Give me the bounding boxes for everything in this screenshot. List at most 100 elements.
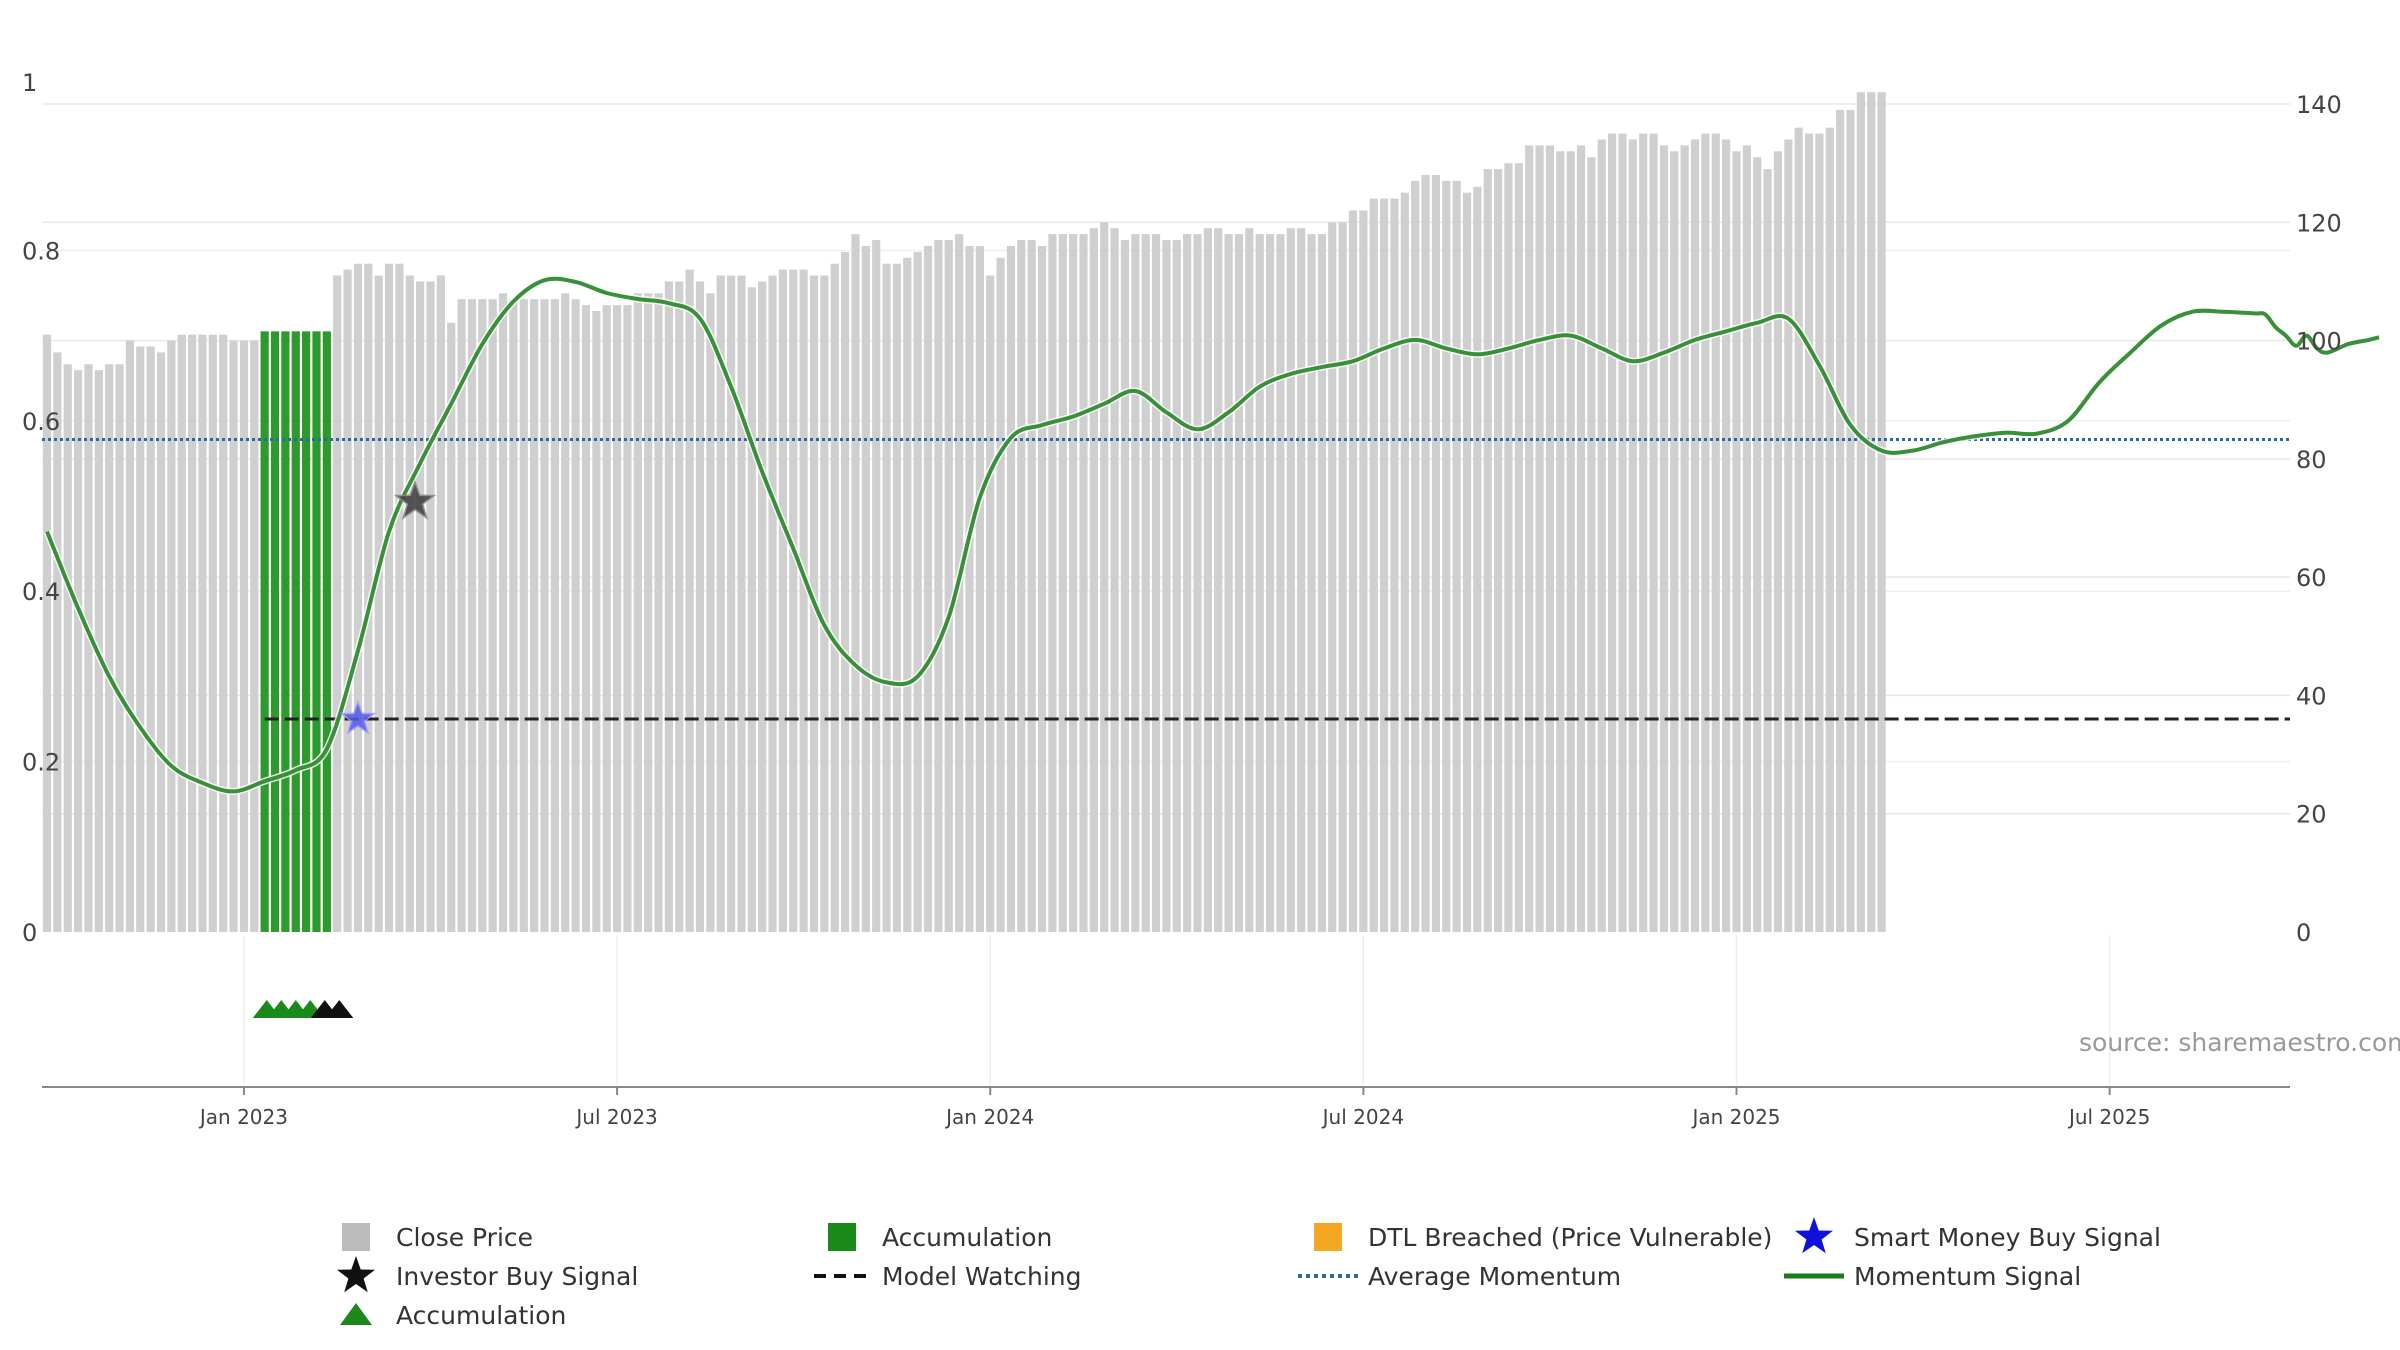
- close-price-bar: [1172, 240, 1181, 932]
- legend-label: Accumulation: [882, 1223, 1052, 1252]
- legend-label: Investor Buy Signal: [396, 1262, 638, 1291]
- close-price-bar: [1639, 133, 1648, 932]
- legend-label: DTL Breached (Price Vulnerable): [1368, 1223, 1772, 1252]
- close-price-bar: [1069, 234, 1078, 933]
- right-axis-tick-label: 100: [2296, 328, 2342, 356]
- legend-label: Average Momentum: [1368, 1262, 1621, 1291]
- close-price-bar: [1773, 151, 1783, 932]
- close-price-bar: [1390, 198, 1399, 932]
- x-axis-tick-label: Jul 2025: [2067, 1105, 2150, 1129]
- close-price-bar: [1431, 174, 1441, 933]
- close-price-bar: [913, 251, 922, 933]
- legend: Close Price Accumulation DTL Breached (Pri…: [337, 1217, 2161, 1330]
- close-price-bar: [1846, 109, 1855, 932]
- close-price-bar: [74, 370, 83, 932]
- accumulation-bar: [270, 331, 280, 933]
- close-price-bar: [1307, 234, 1316, 933]
- close-price-bar: [1338, 222, 1347, 933]
- legend-item: Close Price: [342, 1223, 533, 1252]
- close-price-bar: [136, 346, 145, 932]
- legend-star-icon: [337, 1256, 375, 1293]
- left-axis-tick-label: 0.8: [22, 237, 60, 265]
- close-price-bar: [602, 305, 611, 933]
- signal-lines: [42, 275, 2380, 795]
- close-price-bar: [789, 269, 798, 933]
- legend-item: Investor Buy Signal: [337, 1256, 638, 1293]
- legend-triangle-icon: [340, 1303, 372, 1325]
- close-price-bar: [550, 299, 559, 932]
- close-price-bar: [1359, 210, 1368, 932]
- close-price-bar: [125, 340, 135, 932]
- close-price-bar: [1525, 145, 1534, 932]
- close-price-bar: [768, 275, 777, 932]
- close-price-bar: [975, 245, 984, 932]
- left-axis-tick-label: 0.2: [22, 749, 60, 777]
- close-price-bar: [188, 334, 197, 932]
- close-price-bar: [1141, 234, 1150, 933]
- close-price-bar: [374, 275, 383, 932]
- close-price-bar: [571, 299, 580, 932]
- close-price-bar: [177, 334, 186, 932]
- close-price-bar: [1753, 157, 1762, 933]
- close-price-bar: [1058, 234, 1067, 933]
- legend-item: DTL Breached (Price Vulnerable): [1314, 1223, 1772, 1252]
- x-axis-tick-label: Jul 2023: [574, 1105, 657, 1129]
- close-price-bar: [1566, 151, 1575, 932]
- close-price-bar: [882, 263, 891, 932]
- legend-swatch: [342, 1223, 370, 1251]
- close-price-bar: [457, 299, 466, 932]
- close-price-bar: [1100, 222, 1109, 933]
- x-axis-tick-label: Jul 2024: [1321, 1105, 1404, 1129]
- close-price-bar: [1421, 174, 1430, 933]
- close-price-bar: [726, 275, 736, 932]
- right-axis-tick-label: 80: [2296, 446, 2327, 474]
- close-price-bar: [903, 257, 912, 932]
- close-price-bar: [1836, 109, 1845, 932]
- close-price-bar: [115, 364, 124, 933]
- close-price-bar: [208, 334, 217, 932]
- close-price-bar: [1411, 180, 1420, 932]
- close-price-bar: [1597, 139, 1606, 933]
- close-price-bar: [1286, 228, 1295, 932]
- accumulation-bar: [260, 331, 269, 933]
- close-price-bar: [1701, 133, 1710, 932]
- source-label: source: sharemaestro.com: [2079, 1028, 2400, 1057]
- close-price-bar: [1110, 228, 1119, 932]
- close-price-bar: [664, 281, 673, 932]
- close-price-bar: [343, 269, 352, 933]
- close-price-bar: [1017, 240, 1026, 932]
- close-price-bar: [1504, 163, 1513, 932]
- close-price-bar: [167, 340, 176, 932]
- close-price-bar: [540, 299, 549, 932]
- x-axis-tick-label: Jan 2025: [1690, 1105, 1780, 1129]
- close-price-bar: [1587, 157, 1596, 933]
- close-price-bar: [1131, 234, 1140, 933]
- close-price-bar: [685, 269, 694, 933]
- close-price-bar: [1670, 151, 1679, 932]
- close-price-bar: [1804, 133, 1814, 932]
- close-price-bar: [1027, 240, 1036, 932]
- close-price-bar: [250, 340, 259, 932]
- close-price-bar: [63, 364, 72, 933]
- close-price-bar: [1297, 228, 1306, 932]
- close-price-bar: [892, 263, 902, 932]
- close-price-bar: [1722, 139, 1731, 933]
- x-axis-tick-label: Jan 2023: [198, 1105, 288, 1129]
- close-price-bar: [934, 240, 943, 932]
- close-price-bar: [488, 299, 497, 932]
- close-price-bar: [1462, 192, 1472, 932]
- legend-item: Model Watching: [814, 1262, 1082, 1291]
- close-price-bar: [1483, 169, 1492, 932]
- close-price-bar: [1711, 133, 1720, 932]
- close-price-bar: [820, 275, 829, 932]
- signal-markers: [339, 479, 437, 735]
- close-price-bar: [519, 299, 528, 932]
- close-price-bar: [146, 346, 155, 932]
- close-price-bar: [84, 364, 93, 933]
- left-axis-tick-label: 1: [22, 69, 37, 97]
- close-price-bar: [478, 299, 487, 932]
- close-price-bar: [1556, 151, 1565, 932]
- close-price-bar: [830, 263, 839, 932]
- close-price-bar: [447, 322, 456, 933]
